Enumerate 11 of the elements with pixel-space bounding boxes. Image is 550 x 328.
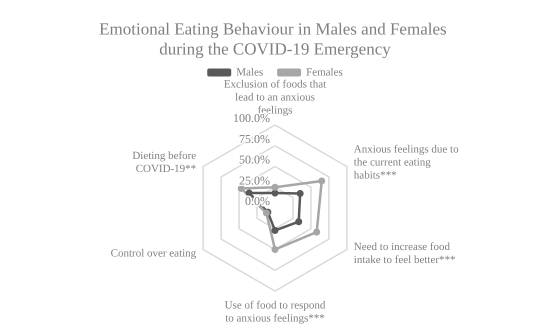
y-tick-label: 25.0% [239,173,270,188]
chart-title: Emotional Eating Behaviour in Males and Females during the COVID-19 Emergency [99,20,451,58]
spoke-label: Control over eating [110,248,197,260]
legend-label: Females [306,66,343,78]
y-tick-label: 75.0% [239,132,270,146]
spoke-label: Dieting before COVID-19** [132,150,196,175]
legend-label: Males [236,66,264,78]
spoke-label: Anxious feelings due to the current eating habits*** [354,144,460,182]
y-tick-label: 50.0% [239,152,270,166]
spoke-label: Need to increase food intake to feel better*** [354,241,456,266]
spoke-label: Use of food to respond to anxious feelings*** [224,300,326,324]
